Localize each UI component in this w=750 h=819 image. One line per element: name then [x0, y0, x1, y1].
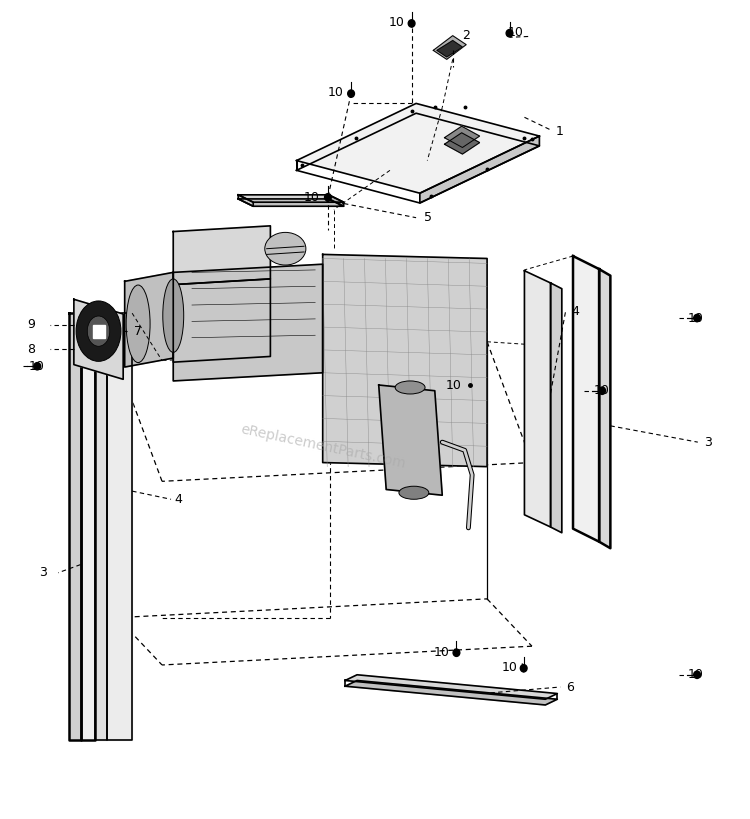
Polygon shape	[573, 256, 599, 541]
Polygon shape	[238, 199, 344, 206]
Text: 10: 10	[388, 16, 404, 29]
Text: 10: 10	[507, 26, 524, 39]
Polygon shape	[296, 103, 539, 193]
Circle shape	[506, 29, 513, 37]
Text: 10: 10	[446, 378, 462, 391]
Polygon shape	[322, 255, 487, 467]
Text: 5: 5	[424, 211, 431, 224]
Polygon shape	[524, 271, 550, 527]
Polygon shape	[107, 313, 132, 740]
Circle shape	[408, 20, 415, 27]
Polygon shape	[599, 269, 610, 548]
Circle shape	[694, 314, 700, 322]
Text: 10: 10	[688, 311, 704, 324]
Polygon shape	[238, 195, 254, 206]
Polygon shape	[80, 313, 94, 740]
Circle shape	[34, 363, 40, 370]
Circle shape	[453, 649, 460, 656]
Polygon shape	[173, 226, 271, 285]
Text: 1: 1	[556, 125, 564, 138]
Text: 2: 2	[463, 29, 470, 42]
Polygon shape	[238, 195, 344, 202]
Polygon shape	[345, 681, 557, 705]
Polygon shape	[379, 385, 442, 495]
Polygon shape	[445, 126, 479, 147]
Circle shape	[598, 387, 605, 395]
Text: 10: 10	[593, 384, 609, 397]
Text: 9: 9	[28, 318, 35, 331]
Polygon shape	[94, 313, 107, 740]
Ellipse shape	[265, 233, 306, 265]
Polygon shape	[445, 133, 479, 154]
Ellipse shape	[163, 279, 184, 352]
Polygon shape	[550, 283, 562, 532]
Circle shape	[325, 193, 332, 201]
Ellipse shape	[87, 316, 109, 346]
Text: 10: 10	[434, 646, 450, 659]
Polygon shape	[433, 36, 466, 59]
Text: 4: 4	[175, 493, 182, 506]
Polygon shape	[328, 195, 344, 206]
Text: 3: 3	[39, 566, 46, 579]
Text: 10: 10	[303, 191, 320, 204]
Ellipse shape	[395, 381, 425, 394]
Text: 7: 7	[134, 325, 142, 338]
Circle shape	[520, 664, 527, 672]
Text: 10: 10	[328, 86, 344, 99]
Polygon shape	[74, 299, 123, 379]
Polygon shape	[124, 273, 173, 367]
Circle shape	[694, 671, 700, 678]
Text: 6: 6	[566, 681, 574, 694]
Text: 3: 3	[704, 436, 712, 449]
Polygon shape	[92, 324, 104, 337]
Polygon shape	[420, 136, 539, 203]
Polygon shape	[173, 265, 322, 381]
Ellipse shape	[126, 285, 150, 363]
Polygon shape	[69, 313, 80, 740]
Polygon shape	[345, 675, 557, 699]
Text: 10: 10	[501, 661, 518, 674]
Text: eReplacementParts.com: eReplacementParts.com	[238, 422, 406, 471]
Ellipse shape	[399, 486, 429, 500]
Text: 4: 4	[572, 305, 580, 318]
Polygon shape	[173, 279, 271, 362]
Text: 10: 10	[688, 668, 704, 681]
Circle shape	[348, 90, 355, 97]
Polygon shape	[437, 41, 463, 57]
Text: 8: 8	[28, 342, 35, 355]
Text: 10: 10	[28, 360, 44, 373]
Ellipse shape	[76, 301, 121, 361]
